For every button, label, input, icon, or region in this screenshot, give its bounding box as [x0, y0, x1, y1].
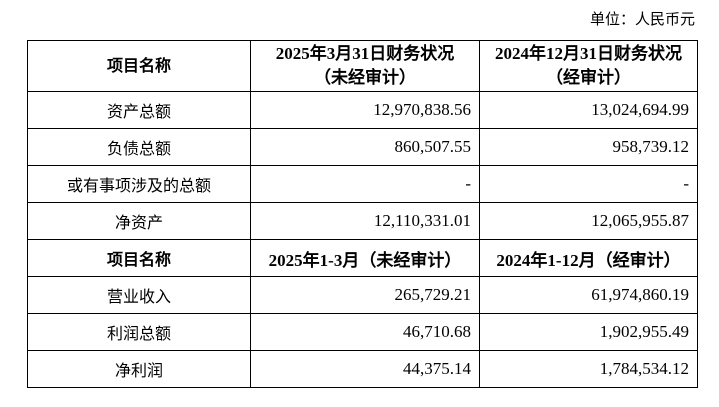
- header-item-name: 项目名称: [27, 40, 251, 92]
- table-row: 营业收入 265,729.21 61,974,860.19: [27, 276, 698, 314]
- header-2025-q1: 2025年1-3月（未经审计）: [250, 239, 480, 277]
- row-item: 利润总额: [27, 313, 251, 351]
- row-value-2025: 46,710.68: [250, 313, 480, 351]
- row-value-2024: 61,974,860.19: [479, 276, 698, 314]
- row-value-2024: 12,065,955.87: [479, 202, 698, 240]
- row-value-2024: -: [479, 165, 698, 203]
- header-2025-q1: 2025年3月31日财务状况（未经审计）: [250, 40, 480, 92]
- row-value-2024: 958,739.12: [479, 128, 698, 166]
- row-item: 或有事项涉及的总额: [27, 165, 251, 203]
- row-value-2025: 44,375.14: [250, 350, 480, 388]
- table-row: 利润总额 46,710.68 1,902,955.49: [27, 313, 698, 351]
- table-row: 资产总额 12,970,838.56 13,024,694.99: [27, 91, 698, 129]
- row-value-2024: 13,024,694.99: [479, 91, 698, 129]
- row-value-2025: 265,729.21: [250, 276, 480, 314]
- row-item: 负债总额: [27, 128, 251, 166]
- financial-table: 项目名称 2025年3月31日财务状况（未经审计） 2024年12月31日财务状…: [27, 40, 698, 388]
- row-value-2024: 1,902,955.49: [479, 313, 698, 351]
- header-item-name: 项目名称: [27, 239, 251, 277]
- header-2024-year: 2024年12月31日财务状况（经审计）: [479, 40, 698, 92]
- row-value-2024: 1,784,534.12: [479, 350, 698, 388]
- table-row: 或有事项涉及的总额 - -: [27, 165, 698, 203]
- table-row: 净资产 12,110,331.01 12,065,955.87: [27, 202, 698, 240]
- row-item: 资产总额: [27, 91, 251, 129]
- row-item: 净资产: [27, 202, 251, 240]
- balance-header-row: 项目名称 2025年3月31日财务状况（未经审计） 2024年12月31日财务状…: [27, 40, 698, 92]
- row-value-2025: 12,110,331.01: [250, 202, 480, 240]
- row-value-2025: 12,970,838.56: [250, 91, 480, 129]
- row-item: 营业收入: [27, 276, 251, 314]
- row-item: 净利润: [27, 350, 251, 388]
- row-value-2025: 860,507.55: [250, 128, 480, 166]
- table-row: 净利润 44,375.14 1,784,534.12: [27, 350, 698, 388]
- row-value-2025: -: [250, 165, 480, 203]
- unit-label: 单位：人民币元: [589, 10, 695, 28]
- table-row: 负债总额 860,507.55 958,739.12: [27, 128, 698, 166]
- header-2024-year: 2024年1-12月（经审计）: [479, 239, 698, 277]
- income-header-row: 项目名称 2025年1-3月（未经审计） 2024年1-12月（经审计）: [27, 239, 698, 277]
